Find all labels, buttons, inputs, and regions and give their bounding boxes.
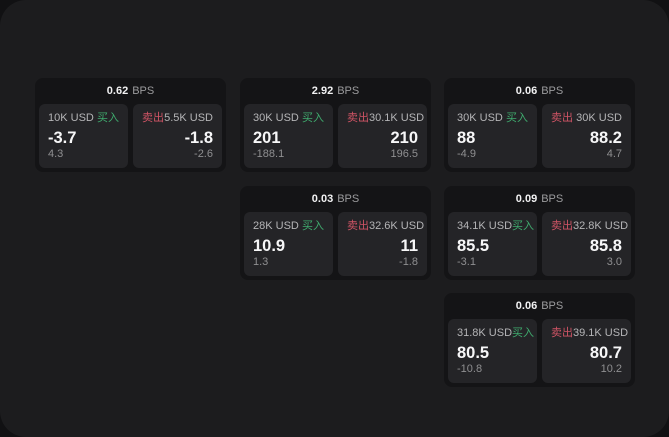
sell-panel[interactable]: 卖出 30.1K USD 210 196.5 — [338, 104, 427, 168]
buy-side-label: 买入 — [512, 220, 535, 232]
buy-panel[interactable]: 10K USD 买入 -3.7 4.3 — [39, 104, 128, 168]
sell-panel[interactable]: 卖出 39.1K USD 80.7 10.2 — [542, 319, 631, 383]
sell-change: -1.8 — [399, 256, 418, 268]
buy-side-label: 买入 — [512, 327, 535, 339]
sell-price: 80.7 — [589, 344, 622, 362]
quote-panels: 34.1K USD 买入 85.5 -3.1 卖出 32.8K USD 85.8… — [444, 212, 635, 280]
bps-unit-label: BPS — [337, 85, 360, 97]
sell-side-label: 卖出 — [347, 220, 369, 232]
sell-amount: 32.8K USD — [573, 220, 629, 232]
quote-panels: 30K USD 买入 88 -4.9 卖出 30K USD 88.2 4.7 — [444, 104, 635, 172]
bps-value: 0.62 — [106, 85, 129, 97]
sell-price: -1.8 — [184, 129, 213, 147]
bps-header: 0.09 BPS — [444, 186, 635, 212]
sell-price: 88.2 — [589, 129, 622, 147]
buy-change: -3.1 — [457, 256, 476, 268]
quote-card: 0.03 BPS 28K USD 买入 10.9 1.3 卖出 32.6K US… — [240, 186, 431, 280]
bps-header: 0.62 BPS — [35, 78, 226, 104]
buy-change: 4.3 — [48, 148, 64, 160]
buy-change: -4.9 — [457, 148, 476, 160]
bps-value: 0.06 — [515, 85, 538, 97]
sell-amount: 32.6K USD — [369, 220, 425, 232]
bps-unit-label: BPS — [541, 85, 564, 97]
buy-side-label: 买入 — [302, 112, 324, 124]
buy-price: 85.5 — [457, 237, 490, 255]
sell-panel[interactable]: 卖出 32.8K USD 85.8 3.0 — [542, 212, 631, 276]
bps-value: 0.09 — [515, 193, 538, 205]
quote-panels: 31.8K USD 买入 80.5 -10.8 卖出 39.1K USD 80.… — [444, 319, 635, 387]
sell-side-label: 卖出 — [347, 112, 369, 124]
sell-amount: 39.1K USD — [573, 327, 629, 339]
bps-value: 0.06 — [515, 300, 538, 312]
buy-price: 10.9 — [253, 237, 286, 255]
buy-amount: 34.1K USD — [457, 220, 513, 232]
bps-unit-label: BPS — [132, 85, 155, 97]
buy-panel[interactable]: 34.1K USD 买入 85.5 -3.1 — [448, 212, 537, 276]
sell-change: 3.0 — [606, 256, 622, 268]
sell-amount: 5.5K USD — [164, 112, 213, 124]
buy-change: -188.1 — [253, 148, 285, 160]
buy-price: -3.7 — [48, 129, 77, 147]
sell-price: 85.8 — [589, 237, 622, 255]
buy-side-label: 买入 — [302, 220, 324, 232]
buy-side-label: 买入 — [506, 112, 528, 124]
bps-header: 0.06 BPS — [444, 293, 635, 319]
sell-amount: 30.1K USD — [369, 112, 425, 124]
sell-side-label: 卖出 — [142, 112, 164, 124]
sell-side-label: 卖出 — [551, 327, 573, 339]
bps-unit-label: BPS — [337, 193, 360, 205]
sell-change: 4.7 — [606, 148, 622, 160]
buy-amount: 10K USD — [48, 112, 94, 124]
sell-panel[interactable]: 卖出 30K USD 88.2 4.7 — [542, 104, 631, 168]
buy-amount: 28K USD — [253, 220, 299, 232]
sell-side-label: 卖出 — [551, 112, 573, 124]
quote-card: 2.92 BPS 30K USD 买入 201 -188.1 卖出 30.1K … — [240, 78, 431, 172]
bps-value: 2.92 — [311, 85, 334, 97]
sell-change: 196.5 — [390, 148, 418, 160]
buy-amount: 31.8K USD — [457, 327, 513, 339]
quote-panels: 30K USD 买入 201 -188.1 卖出 30.1K USD 210 1… — [240, 104, 431, 172]
quote-card: 0.06 BPS 31.8K USD 买入 80.5 -10.8 卖出 39.1… — [444, 293, 635, 387]
sell-price: 11 — [400, 237, 418, 255]
sell-side-label: 卖出 — [551, 220, 573, 232]
sell-panel[interactable]: 卖出 32.6K USD 11 -1.8 — [338, 212, 427, 276]
sell-amount: 30K USD — [576, 112, 622, 124]
sell-change: 10.2 — [600, 363, 622, 375]
buy-price: 201 — [253, 129, 281, 147]
sell-panel[interactable]: 卖出 5.5K USD -1.8 -2.6 — [133, 104, 222, 168]
bps-value: 0.03 — [311, 193, 334, 205]
sell-change: -2.6 — [194, 148, 213, 160]
buy-side-label: 买入 — [97, 112, 119, 124]
buy-panel[interactable]: 30K USD 买入 88 -4.9 — [448, 104, 537, 168]
buy-panel[interactable]: 28K USD 买入 10.9 1.3 — [244, 212, 333, 276]
bps-header: 0.03 BPS — [240, 186, 431, 212]
bps-unit-label: BPS — [541, 300, 564, 312]
buy-change: 1.3 — [253, 256, 269, 268]
buy-price: 88 — [457, 129, 476, 147]
bps-header: 2.92 BPS — [240, 78, 431, 104]
buy-change: -10.8 — [457, 363, 483, 375]
buy-amount: 30K USD — [253, 112, 299, 124]
quote-panels: 28K USD 买入 10.9 1.3 卖出 32.6K USD 11 -1.8 — [240, 212, 431, 280]
buy-panel[interactable]: 31.8K USD 买入 80.5 -10.8 — [448, 319, 537, 383]
buy-panel[interactable]: 30K USD 买入 201 -188.1 — [244, 104, 333, 168]
sell-price: 210 — [390, 129, 418, 147]
bps-header: 0.06 BPS — [444, 78, 635, 104]
quote-panels: 10K USD 买入 -3.7 4.3 卖出 5.5K USD -1.8 -2.… — [35, 104, 226, 172]
quote-card: 0.09 BPS 34.1K USD 买入 85.5 -3.1 卖出 32.8K… — [444, 186, 635, 280]
buy-price: 80.5 — [457, 344, 490, 362]
quote-card: 0.06 BPS 30K USD 买入 88 -4.9 卖出 30K USD 8… — [444, 78, 635, 172]
quote-card: 0.62 BPS 10K USD 买入 -3.7 4.3 卖出 5.5K USD… — [35, 78, 226, 172]
bps-unit-label: BPS — [541, 193, 564, 205]
buy-amount: 30K USD — [457, 112, 503, 124]
